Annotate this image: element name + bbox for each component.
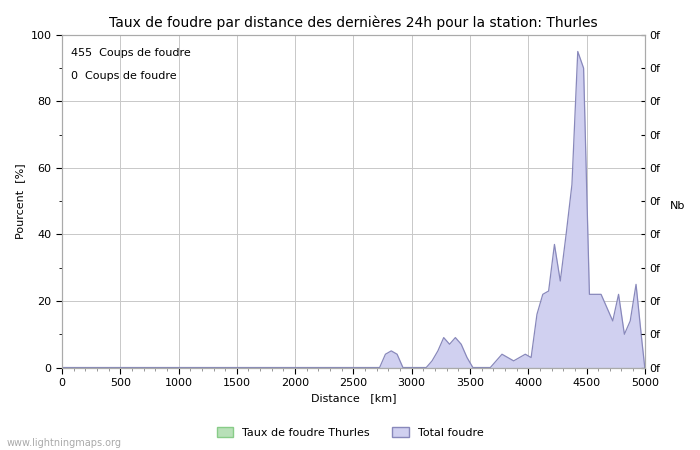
Legend: Taux de foudre Thurles, Total foudre: Taux de foudre Thurles, Total foudre [212,423,488,442]
Y-axis label: Pourcent  [%]: Pourcent [%] [15,163,25,239]
Title: Taux de foudre par distance des dernières 24h pour la station: Thurles: Taux de foudre par distance des dernière… [109,15,598,30]
Text: 0  Coups de foudre: 0 Coups de foudre [71,72,176,81]
Text: 455  Coups de foudre: 455 Coups de foudre [71,48,190,58]
Y-axis label: Nb: Nb [670,201,685,211]
Text: www.lightningmaps.org: www.lightningmaps.org [7,438,122,448]
X-axis label: Distance   [km]: Distance [km] [311,393,396,404]
